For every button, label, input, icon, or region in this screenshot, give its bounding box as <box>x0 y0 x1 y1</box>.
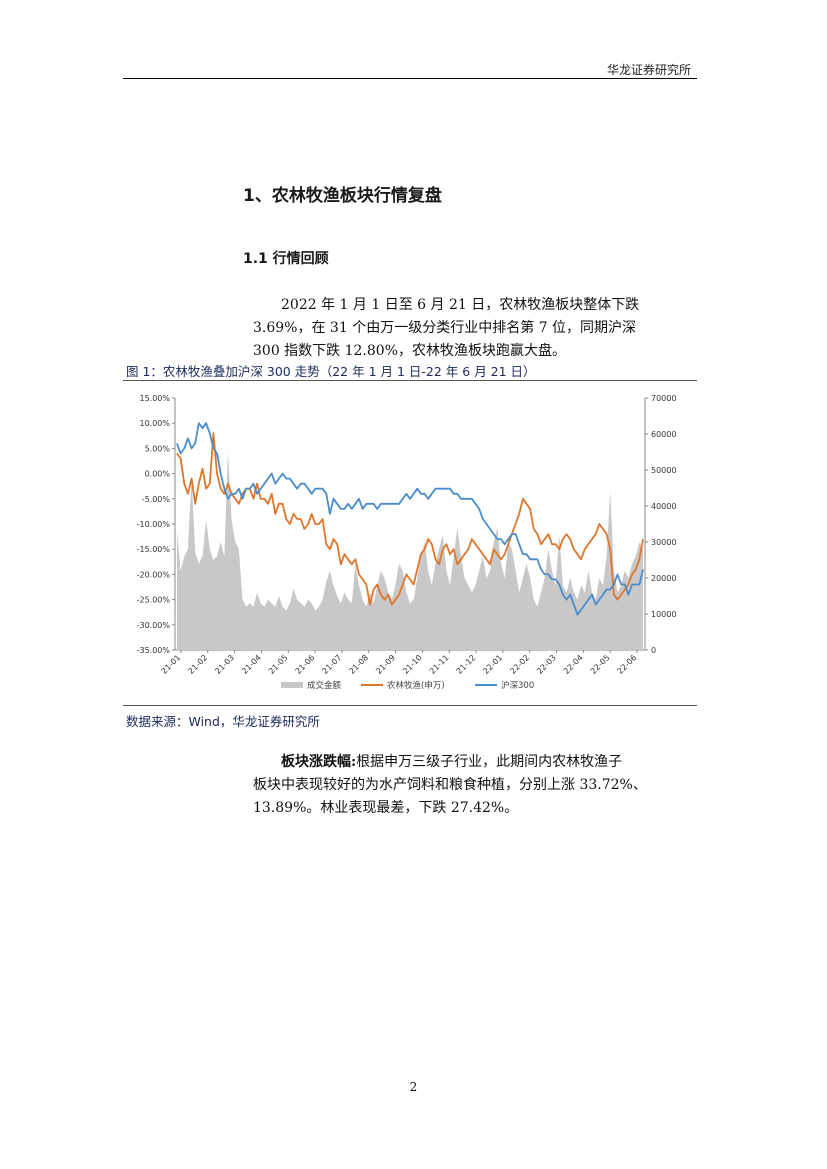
right-tick-label: 40000 <box>651 502 676 511</box>
left-tick-label: 5.00% <box>145 444 171 453</box>
left-tick-label: -10.00% <box>137 520 171 529</box>
left-tick-label: -15.00% <box>137 545 171 554</box>
figure-source: 数据来源：Wind，华龙证券研究所 <box>126 714 320 729</box>
series-volume-area <box>177 452 643 650</box>
x-tick-label: 21-11 <box>428 653 451 676</box>
legend-swatch <box>281 682 303 688</box>
header-org: 华龙证券研究所 <box>606 63 691 77</box>
right-tick-label: 70000 <box>651 394 676 403</box>
figure-caption: 图 1：农林牧渔叠加沪深 300 走势（22 年 1 月 1 日-22 年 6 … <box>126 364 536 379</box>
x-tick-label: 21-02 <box>186 653 209 676</box>
series-hs300-line <box>176 422 644 616</box>
left-tick-label: -5.00% <box>142 495 171 504</box>
chart: 15.00% 10.00% 5.00% 0.00% -5.00% -10.00% -15.0… <box>137 394 677 691</box>
x-tick-label: 21-06 <box>294 653 317 676</box>
section-subtitle: 1.1 行情回顾 <box>243 251 329 267</box>
left-tick-label: -35.00% <box>137 646 171 655</box>
legend-label: 农林牧渔(申万) <box>387 680 445 691</box>
x-tick-label: 21-08 <box>347 653 370 676</box>
left-tick-label: -30.00% <box>137 621 171 630</box>
p2-line-1: 板块涨跌幅:根据申万三级子行业，此期间内农林牧渔子 <box>253 751 698 774</box>
x-tick-label: 21-12 <box>455 653 478 676</box>
p2-line-3: 13.89%。林业表现最差，下跌 27.42%。 <box>253 800 519 816</box>
x-tick-label: 21-10 <box>401 653 424 676</box>
right-tick-label: 60000 <box>651 430 676 439</box>
right-tick-label: 20000 <box>651 574 676 583</box>
left-tick-label: -20.00% <box>137 570 171 579</box>
series-agri-line <box>176 432 644 606</box>
right-tick-label: 50000 <box>651 466 676 475</box>
p1-line-1: 2022 年 1 月 1 日至 6 月 21 日，农林牧渔板块整体下跌 <box>281 297 640 313</box>
x-tick-label: 21-07 <box>321 653 344 676</box>
x-tick-label: 21-05 <box>267 653 290 676</box>
legend-label: 成交金额 <box>307 680 342 691</box>
left-tick-label: 15.00% <box>139 394 170 403</box>
right-tick-label: 10000 <box>651 610 676 619</box>
p2-line-1-text: 根据申万三级子行业，此期间内农林牧渔子 <box>356 754 623 770</box>
p2-line-2: 板块中表现较好的为水产饲料和粮食种植，分别上涨 33.72%、 <box>253 777 647 793</box>
paragraph-overview: 2022 年 1 月 1 日至 6 月 21 日，农林牧渔板块整体下跌 3.69… <box>253 294 698 363</box>
figure-rule-bottom <box>123 705 697 706</box>
x-tick-label: 22-06 <box>616 653 639 676</box>
left-tick-label: 10.00% <box>139 419 170 428</box>
left-tick-label: 0.00% <box>145 470 171 479</box>
x-tick-label: 22-05 <box>589 653 612 676</box>
x-tick-label: 22-01 <box>481 653 504 676</box>
paragraph-subsectors: 板块涨跌幅:根据申万三级子行业，此期间内农林牧渔子 板块中表现较好的为水产饲料和… <box>253 751 698 820</box>
p2-lead: 板块涨跌幅: <box>281 754 357 770</box>
x-tick-label: 21-01 <box>160 653 183 676</box>
section-title: 1、农林牧渔板块行情复盘 <box>243 186 442 206</box>
right-tick-label: 30000 <box>651 538 676 547</box>
x-tick-label: 21-04 <box>240 653 263 676</box>
left-tick-label: -25.00% <box>137 596 171 605</box>
p1-line-3: 300 指数下跌 12.80%，农林牧渔板块跑赢大盘。 <box>253 343 567 359</box>
x-tick-label: 21-09 <box>374 653 397 676</box>
x-tick-label: 22-02 <box>508 653 531 676</box>
header-rule <box>123 78 697 79</box>
x-tick-label: 22-03 <box>535 653 558 676</box>
figure-rule-top <box>123 380 697 381</box>
legend-label: 沪深300 <box>501 680 534 691</box>
page-number: 2 <box>409 1080 418 1094</box>
x-tick-label: 22-04 <box>562 653 585 676</box>
right-tick-label: 0 <box>651 646 656 655</box>
p1-line-2: 3.69%，在 31 个由万一级分类行业中排名第 7 位，同期沪深 <box>253 320 636 336</box>
x-tick-label: 21-03 <box>213 653 236 676</box>
